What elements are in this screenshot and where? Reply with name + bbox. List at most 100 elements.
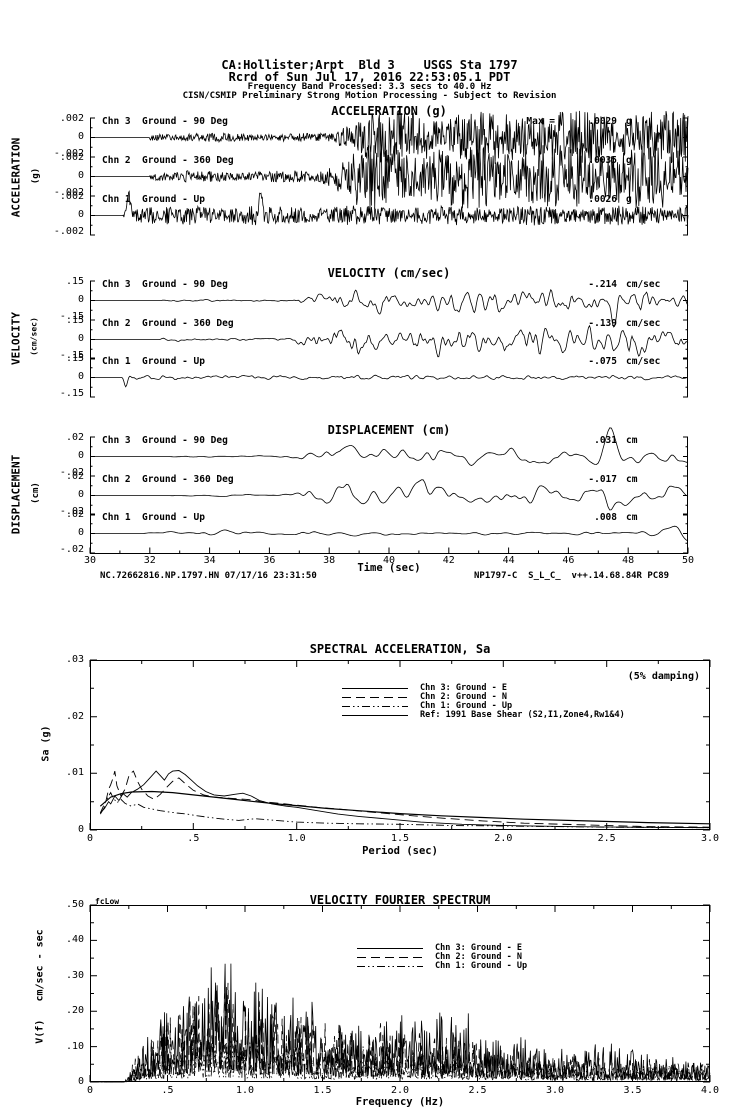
legend-line-sample [342, 697, 408, 698]
velocity-axis-units: (cm/sec) [29, 317, 39, 356]
waveform-disp-chn1 [90, 513, 689, 554]
accel-strip-chn2: .002 0 -.002 Chn 2 Ground - 360 Deg .003… [54, 145, 689, 209]
peak-annotation: Max = .0029 g [483, 116, 631, 127]
legend-label: Chn 3: Ground - E [435, 943, 522, 953]
time-tick-label: 48 [622, 555, 635, 566]
vel-strip-chn2: .15 0 -.15 Chn 2 Ground - 360 Deg -.139 … [60, 316, 689, 361]
displacement-axis-units: (cm) [31, 482, 41, 504]
max-prefix [483, 356, 555, 367]
processing-id-footer: NP1797-C S_L_C_ v++.14.68.84R PC89 [474, 571, 670, 581]
ytick: -.002 [53, 148, 84, 159]
max-prefix [483, 435, 555, 446]
legend-line-sample [342, 715, 408, 716]
fourier-ytick-label: .10 [65, 1040, 84, 1052]
sa-xtick-label: 2.5 [597, 833, 616, 844]
time-tick-label: 38 [323, 555, 336, 566]
sa-ytick-label: .03 [65, 654, 84, 665]
waveform-disp-chn2 [90, 475, 689, 516]
ytick: 0 [77, 170, 84, 181]
acceleration-axis-label: ACCELERATION [9, 137, 23, 218]
fourier-plot [89, 904, 711, 1083]
fourier-title: VELOCITY FOURIER SPECTRUM [309, 893, 491, 907]
ytick: 0 [77, 527, 84, 538]
ytick: 0 [77, 294, 84, 305]
ytick: 0 [77, 333, 84, 344]
max-value: .0026 [588, 194, 617, 205]
time-tick-label: 34 [203, 555, 216, 566]
sa-ytick-label: .01 [65, 767, 84, 779]
max-prefix [483, 512, 555, 523]
sa-legend: Chn 3: Ground - E Chn 2: Ground - N Chn … [340, 684, 625, 720]
sa-xtick-label: 0 [86, 833, 94, 844]
sa-xtick-label: 3.0 [700, 833, 720, 844]
max-prefix [483, 155, 555, 166]
max-prefix [483, 318, 555, 329]
velocity-title: VELOCITY (cm/sec) [327, 266, 451, 280]
fourier-ytick-label: .40 [65, 934, 84, 946]
peak-annotation: -.017 cm [483, 474, 637, 485]
time-tick-label: 32 [143, 555, 156, 566]
max-value: -.017 [588, 474, 617, 485]
ytick: 0 [77, 131, 84, 142]
legend-row: Chn 1: Ground - Up [355, 962, 527, 971]
processing-note: CISN/CSMIP Preliminary Strong Motion Pro… [182, 91, 557, 101]
legend-label: Chn 3: Ground - E [420, 683, 507, 693]
ytick: -.15 [59, 311, 84, 322]
ytick: .02 [65, 432, 84, 443]
max-value: .0029 [588, 116, 617, 127]
sa-ytick-label: 0 [77, 824, 84, 835]
ytick: -.15 [59, 350, 84, 361]
fourier-yaxis-label: V(f) cm/sec - sec [34, 929, 46, 1044]
peak-annotation: -.214 cm/sec [483, 279, 660, 290]
channel-label: Chn 2 Ground - 360 Deg [102, 155, 234, 166]
peak-annotation: .0035 g [483, 155, 631, 166]
time-tick-label: 46 [562, 555, 575, 566]
channel-label: Chn 2 Ground - 360 Deg [102, 318, 234, 329]
ytick: 0 [77, 450, 84, 461]
fourier-xtick-label: 3.5 [623, 1085, 642, 1096]
time-tick-label: 36 [263, 555, 276, 566]
waveform-vel-chn2 [90, 319, 689, 360]
legend-line-sample [357, 957, 423, 958]
sa-xtick-label: 1.0 [287, 833, 306, 844]
channel-label: Chn 1 Ground - Up [102, 194, 205, 205]
acceleration-axis-units: (g) [31, 167, 41, 185]
legend-label: Ref: 1991 Base Shear (S2,I1,Zone4,Rw1&4) [420, 710, 625, 720]
peak-annotation: -.139 cm/sec [483, 318, 660, 329]
sa-xtick-label: 2.0 [494, 833, 513, 844]
legend-line-sample [342, 688, 408, 689]
vel-strip-chn3: .15 0 -.15 Chn 3 Ground - 90 Deg -.214 c… [60, 277, 689, 328]
legend-row: Chn 2: Ground - N [340, 693, 625, 702]
time-axis [89, 547, 689, 554]
sa-ytick-label: .02 [65, 710, 84, 722]
time-tick-label: 30 [83, 555, 97, 566]
time-tick-label: 50 [681, 555, 695, 566]
max-unit: cm [626, 474, 638, 485]
waveform-accel-chn3 [90, 109, 689, 164]
ytick: 0 [77, 371, 84, 382]
record-id-footer: NC.72662816.NP.1797.HN 07/17/16 23:31:50 [100, 571, 317, 581]
ytick: -.02 [59, 506, 84, 517]
fourier-xtick-label: 2.5 [468, 1085, 487, 1096]
station-title: CA:Hollister;Arpt Bld 3 USGS Sta 1797 [221, 58, 518, 72]
legend-row: Ref: 1991 Base Shear (S2,I1,Zone4,Rw1&4) [340, 711, 625, 720]
disp-strip-chn1: .02 0 -.02 Chn 1 Ground - Up .008 cm [60, 510, 689, 555]
max-unit: cm/sec [626, 279, 661, 290]
fourier-xtick-label: 3.0 [545, 1085, 565, 1096]
ytick: .15 [65, 353, 84, 364]
fourier-xtick-label: 1.0 [235, 1085, 255, 1096]
max-unit: cm [626, 512, 638, 523]
ytick: -.002 [53, 226, 84, 237]
peak-annotation: -.075 cm/sec [483, 356, 660, 367]
ytick: .02 [65, 471, 84, 482]
ytick: -.002 [53, 187, 84, 198]
ytick: .002 [59, 113, 84, 124]
legend-line-sample [357, 948, 423, 949]
fourier-ytick-label: 0 [77, 1076, 84, 1087]
max-unit: g [626, 194, 632, 205]
peak-annotation: .0026 g [483, 194, 632, 205]
peak-annotation: .008 cm [483, 512, 637, 523]
fourier-xtick-label: 2.0 [390, 1085, 410, 1096]
sa-plot [89, 659, 711, 831]
sa-xtick-label: .5 [187, 833, 200, 844]
